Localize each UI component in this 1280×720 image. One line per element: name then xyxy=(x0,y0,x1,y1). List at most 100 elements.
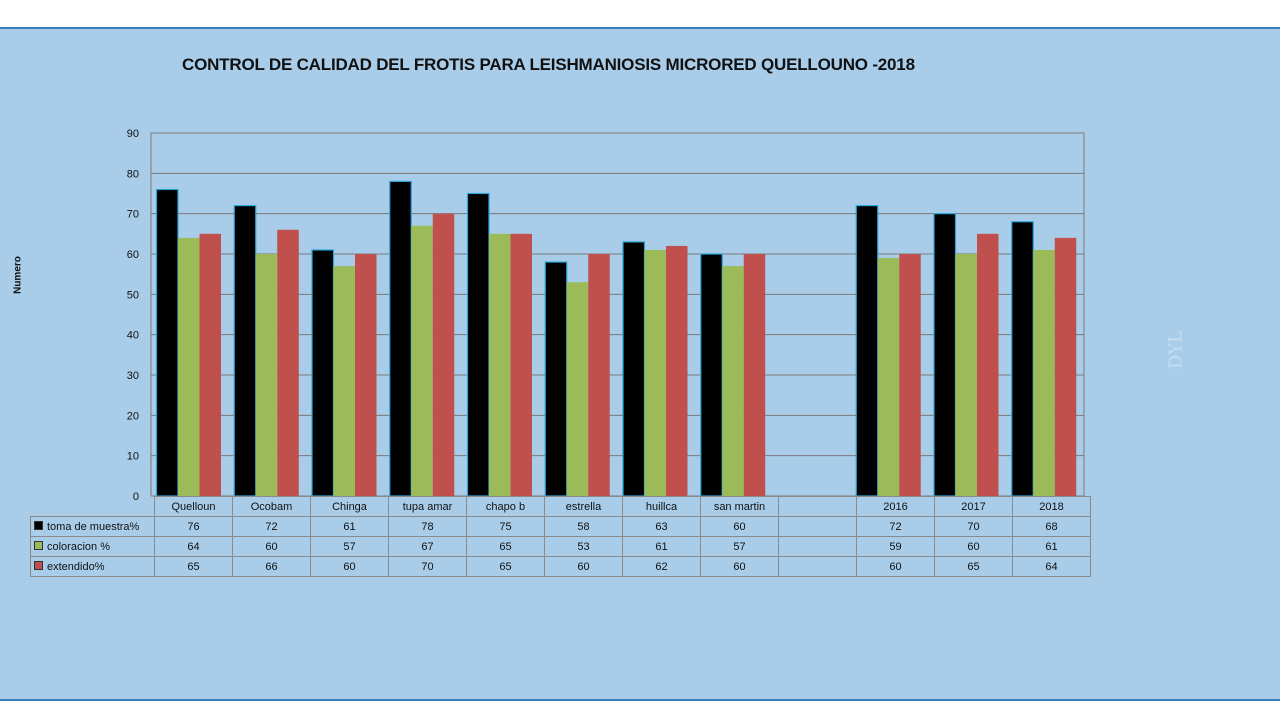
series-name: extendido% xyxy=(47,560,105,573)
category-label: 2018 xyxy=(1012,496,1091,517)
table-corner xyxy=(30,496,155,517)
data-label: 60 xyxy=(856,556,935,577)
bar-extendido xyxy=(666,245,688,496)
bar-extendido xyxy=(510,233,532,497)
data-label: 60 xyxy=(934,536,1013,557)
y-tick-label: 90 xyxy=(127,128,139,140)
category-label: 2017 xyxy=(934,496,1013,517)
data-label: 61 xyxy=(1012,536,1091,557)
data-label: 70 xyxy=(388,556,467,577)
category-label: tupa amar xyxy=(388,496,467,517)
bar-coloracion xyxy=(644,249,666,496)
table-header-row: Quelloun Ocobam Chinga tupa amar chapo b estr… xyxy=(30,496,1091,517)
bar-coloracion xyxy=(333,266,355,496)
bar-coloracion xyxy=(255,254,278,496)
data-label: 65 xyxy=(934,556,1013,577)
bar-coloracion xyxy=(877,258,900,496)
bar-toma-de-muestra xyxy=(466,192,490,497)
bar-coloracion xyxy=(566,282,589,496)
data-label: 76 xyxy=(154,516,233,537)
y-tick-label: 30 xyxy=(127,370,139,382)
bar-toma-de-muestra xyxy=(933,213,957,497)
bar-toma-de-muestra xyxy=(1011,221,1034,497)
bar-toma-de-muestra xyxy=(311,249,335,497)
bar-coloracion xyxy=(178,237,200,496)
y-tick-label: 50 xyxy=(127,289,139,301)
data-label: 60 xyxy=(310,556,389,577)
bar-toma-de-muestra xyxy=(544,261,568,497)
data-label: 60 xyxy=(232,536,311,557)
data-label: 57 xyxy=(310,536,389,557)
data-label: 68 xyxy=(1012,516,1091,537)
legend-key-icon xyxy=(34,541,43,551)
table-row: extendido% 65 66 60 70 65 60 62 60 60 65 64 xyxy=(30,556,1091,577)
legend-entry: extendido% xyxy=(30,556,155,577)
bar-toma-de-muestra xyxy=(700,253,723,497)
bar-extendido xyxy=(977,233,999,497)
table-row: coloracion % 64 60 57 67 65 53 61 57 59 60 61 xyxy=(30,536,1091,557)
data-label: 57 xyxy=(700,536,779,557)
bar-toma-de-muestra xyxy=(155,188,179,497)
data-label xyxy=(778,556,857,577)
bar-toma-de-muestra xyxy=(855,205,879,497)
bar-extendido xyxy=(743,254,766,496)
y-tick-label: 40 xyxy=(127,330,139,342)
y-tick-label: 10 xyxy=(127,451,139,463)
bar-toma-de-muestra xyxy=(233,205,257,497)
data-label: 58 xyxy=(544,516,623,537)
bar-toma-de-muestra xyxy=(389,180,412,497)
category-label: estrella xyxy=(544,496,623,517)
legend-key-icon xyxy=(34,521,43,531)
data-label: 64 xyxy=(1012,556,1091,577)
category-label: Chinga xyxy=(310,496,389,517)
data-label: 53 xyxy=(544,536,623,557)
bar-coloracion xyxy=(722,266,744,496)
data-label xyxy=(778,536,857,557)
data-label: 61 xyxy=(622,536,701,557)
data-label: 65 xyxy=(466,556,545,577)
bar-extendido xyxy=(588,254,610,496)
data-label: 66 xyxy=(232,556,311,577)
category-label: Quelloun xyxy=(154,496,233,517)
data-label: 65 xyxy=(466,536,545,557)
bar-coloracion xyxy=(1033,249,1055,496)
category-label: huillca xyxy=(622,496,701,517)
data-label: 75 xyxy=(466,516,545,537)
bar-extendido xyxy=(277,229,299,497)
data-label: 65 xyxy=(154,556,233,577)
category-label: chapo b xyxy=(466,496,545,517)
y-tick-label: 20 xyxy=(127,410,139,422)
table-row: toma de muestra% 76 72 61 78 75 58 63 60 72 70 68 xyxy=(30,516,1091,537)
bar-toma-de-muestra xyxy=(622,241,646,497)
data-label: 60 xyxy=(700,516,779,537)
legend-key-icon xyxy=(34,561,43,571)
category-label xyxy=(778,496,857,517)
data-label: 70 xyxy=(934,516,1013,537)
data-label: 72 xyxy=(232,516,311,537)
data-label: 63 xyxy=(622,516,701,537)
chart-title: CONTROL DE CALIDAD DEL FROTIS PARA LEISH… xyxy=(182,55,915,74)
data-label: 72 xyxy=(856,516,935,537)
bar-coloracion xyxy=(955,254,977,496)
category-label: 2016 xyxy=(856,496,935,517)
y-tick-label: 80 xyxy=(127,168,139,180)
legend-entry: coloracion % xyxy=(30,536,155,557)
bar-coloracion xyxy=(411,225,433,496)
data-table: Quelloun Ocobam Chinga tupa amar chapo b estr… xyxy=(30,496,1091,577)
y-tick-label: 60 xyxy=(127,249,139,261)
data-label: 59 xyxy=(856,536,935,557)
data-label: 64 xyxy=(154,536,233,557)
category-label: Ocobam xyxy=(232,496,311,517)
bar-extendido xyxy=(355,254,377,496)
bar-coloracion xyxy=(489,233,511,497)
bar-extendido xyxy=(1054,237,1077,496)
bar-extendido xyxy=(199,233,221,497)
data-label: 78 xyxy=(388,516,467,537)
bar-extendido xyxy=(899,254,921,496)
bar-extendido xyxy=(432,213,455,496)
data-label: 60 xyxy=(700,556,779,577)
data-label: 61 xyxy=(310,516,389,537)
category-label: san martin xyxy=(700,496,779,517)
data-label: 62 xyxy=(622,556,701,577)
